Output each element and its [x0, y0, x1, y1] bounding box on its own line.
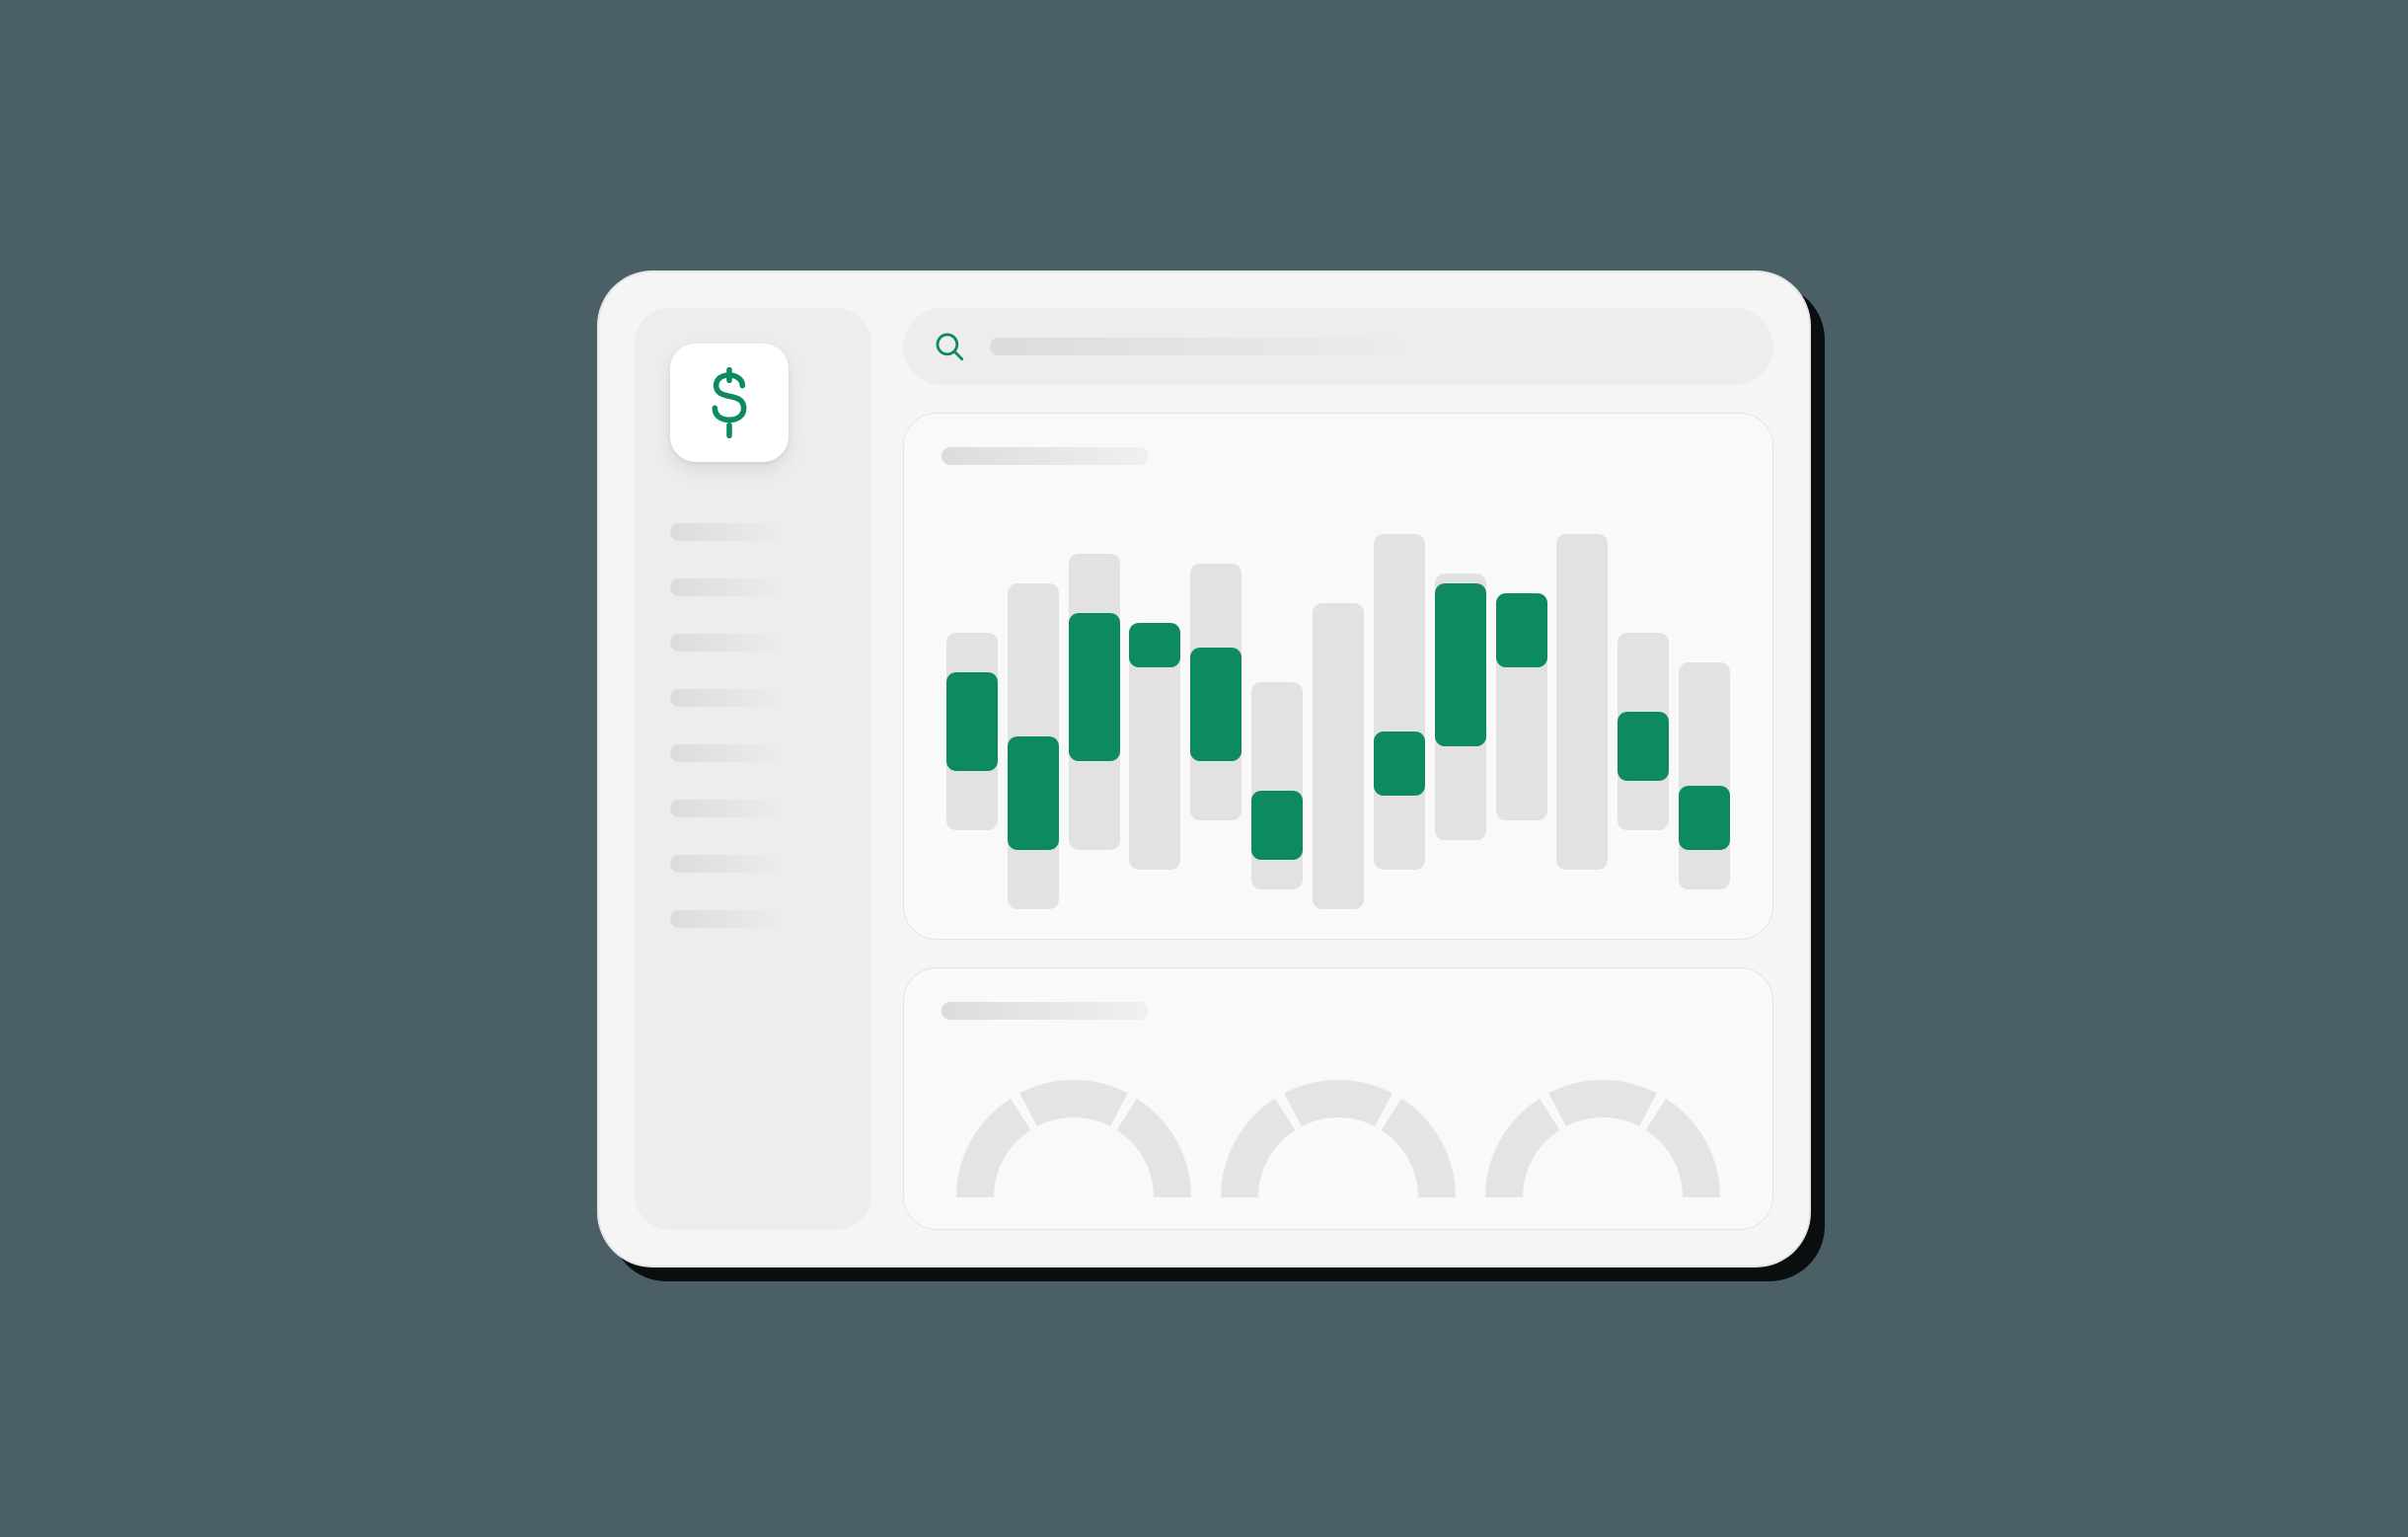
sidebar-item[interactable] — [670, 855, 779, 873]
gauge — [1220, 1079, 1457, 1197]
candlestick-bar — [1129, 495, 1180, 909]
sidebar-item[interactable] — [670, 800, 779, 817]
sidebar-item[interactable] — [670, 689, 779, 707]
candlestick-bar — [946, 495, 998, 909]
sidebar-item[interactable] — [670, 910, 779, 928]
main-content — [903, 308, 1773, 1230]
sidebar-item[interactable] — [670, 523, 779, 541]
app-logo-tile[interactable] — [670, 344, 789, 462]
sidebar-item[interactable] — [670, 634, 779, 652]
candlestick-chart-card — [903, 413, 1773, 940]
candlestick-chart — [941, 495, 1735, 909]
chart-title — [941, 447, 1149, 465]
candlestick-bar — [1496, 495, 1547, 909]
candlestick-bar — [1435, 495, 1486, 909]
candlestick-bar — [1679, 495, 1730, 909]
candlestick-bar — [1374, 495, 1425, 909]
dashboard-device-frame — [597, 270, 1811, 1268]
candlestick-bar — [1618, 495, 1669, 909]
sidebar-nav — [670, 523, 779, 928]
search-input[interactable] — [990, 338, 1404, 355]
candlestick-bar — [1190, 495, 1242, 909]
sidebar — [635, 308, 871, 1230]
sidebar-item[interactable] — [670, 744, 779, 762]
gauges-row — [941, 1049, 1735, 1197]
candlestick-bar — [1008, 495, 1059, 909]
gauges-title — [941, 1002, 1149, 1020]
gauge — [955, 1079, 1192, 1197]
dollar-sign-icon — [703, 367, 756, 438]
search-bar[interactable] — [903, 308, 1773, 385]
candlestick-bar — [1069, 495, 1120, 909]
candlestick-bar — [1313, 495, 1364, 909]
gauge — [1484, 1079, 1721, 1197]
search-icon — [933, 330, 966, 363]
candlestick-bar — [1556, 495, 1608, 909]
gauges-card — [903, 967, 1773, 1230]
sidebar-item[interactable] — [670, 578, 779, 596]
candlestick-bar — [1251, 495, 1303, 909]
